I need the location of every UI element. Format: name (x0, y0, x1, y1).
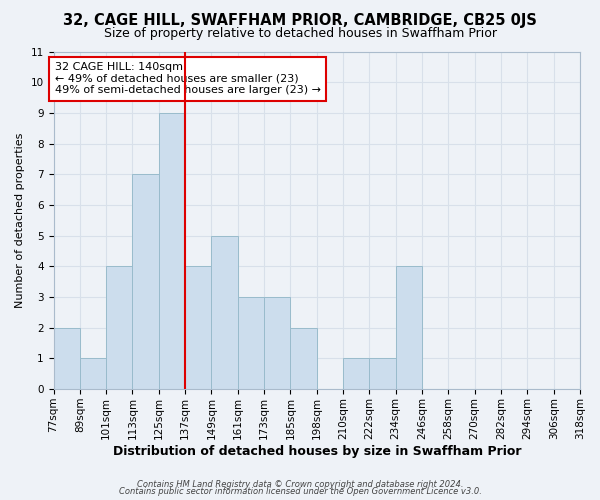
Bar (264, 297, 290, 389)
Bar (185, 266, 211, 389)
Bar (211, 236, 238, 389)
Text: Contains HM Land Registry data © Crown copyright and database right 2024.: Contains HM Land Registry data © Crown c… (137, 480, 463, 489)
Text: Contains public sector information licensed under the Open Government Licence v3: Contains public sector information licen… (119, 488, 481, 496)
Bar (106, 266, 133, 389)
Bar (396, 266, 422, 389)
Bar (580, 328, 600, 389)
X-axis label: Distribution of detached houses by size in Swaffham Prior: Distribution of detached houses by size … (113, 444, 521, 458)
Bar (290, 328, 317, 389)
Text: Size of property relative to detached houses in Swaffham Prior: Size of property relative to detached ho… (104, 28, 497, 40)
Bar (53, 328, 80, 389)
Bar (343, 358, 370, 389)
Bar (159, 113, 185, 389)
Text: 32 CAGE HILL: 140sqm
← 49% of detached houses are smaller (23)
49% of semi-detac: 32 CAGE HILL: 140sqm ← 49% of detached h… (55, 62, 321, 96)
Bar (133, 174, 159, 389)
Text: 32, CAGE HILL, SWAFFHAM PRIOR, CAMBRIDGE, CB25 0JS: 32, CAGE HILL, SWAFFHAM PRIOR, CAMBRIDGE… (63, 12, 537, 28)
Y-axis label: Number of detached properties: Number of detached properties (15, 132, 25, 308)
Bar (370, 358, 396, 389)
Bar (238, 297, 264, 389)
Bar (80, 358, 106, 389)
